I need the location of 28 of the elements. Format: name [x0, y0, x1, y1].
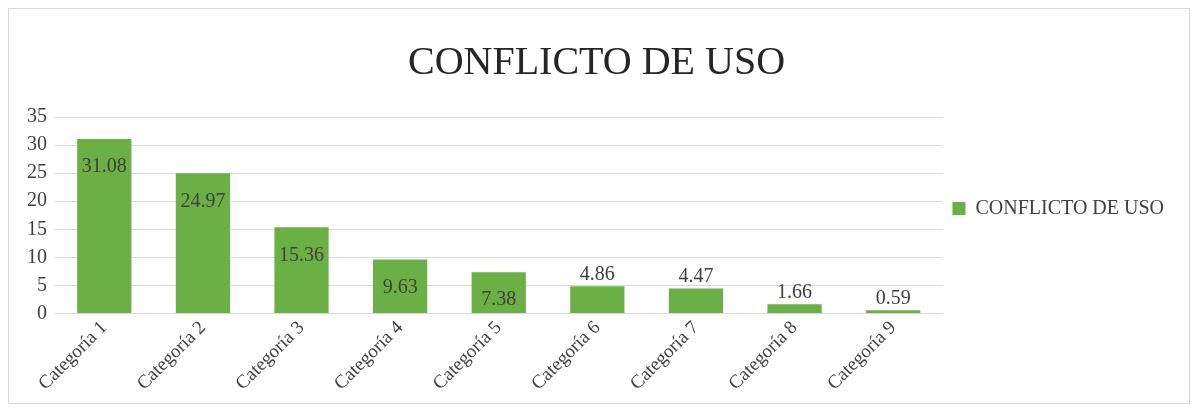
- data-label: 24.97: [180, 188, 226, 211]
- y-tick-label: 30: [27, 132, 47, 155]
- data-label: 15.36: [279, 242, 325, 265]
- y-tick-label: 5: [37, 272, 47, 295]
- bar: [767, 304, 822, 314]
- data-label: 9.63: [382, 274, 418, 297]
- y-tick-label: 15: [27, 216, 47, 239]
- y-tick-label: 20: [27, 188, 47, 211]
- bar: [373, 259, 428, 314]
- data-label: 4.47: [678, 263, 714, 286]
- y-tick-label: 25: [27, 160, 47, 183]
- bar: [866, 310, 921, 314]
- y-tick-label: 10: [27, 244, 47, 267]
- bar: [570, 286, 625, 314]
- data-label: 31.08: [81, 154, 127, 177]
- y-tick-label: 35: [27, 104, 47, 127]
- data-label: 4.86: [579, 261, 615, 284]
- data-label: 1.66: [777, 279, 813, 302]
- bar: [77, 139, 132, 314]
- legend-label: CONFLICTO DE USO: [975, 195, 1165, 218]
- bar: [175, 173, 231, 314]
- bar: [274, 227, 329, 314]
- bar: [668, 288, 724, 314]
- y-tick-label: 0: [37, 300, 47, 323]
- data-label: 0.59: [875, 285, 911, 308]
- chart-title: CONFLICTO DE USO: [407, 37, 786, 83]
- data-label: 7.38: [481, 287, 517, 310]
- bar: [471, 272, 526, 314]
